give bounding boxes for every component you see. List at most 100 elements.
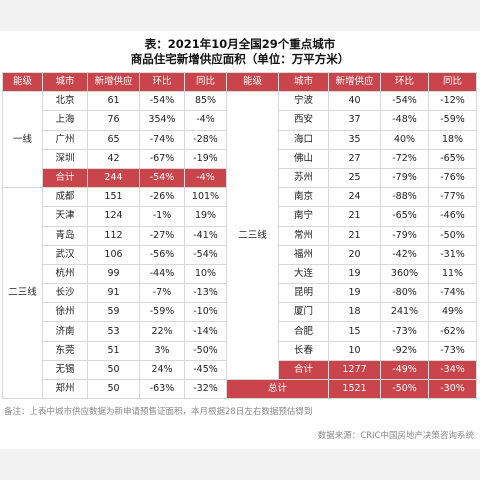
supply-cell: 42 <box>87 148 140 169</box>
yoy-cell: -50% <box>428 225 477 246</box>
mom-cell: -50% <box>380 378 429 400</box>
mom-cell: 40% <box>380 129 429 150</box>
city-cell: 大连 <box>278 263 329 285</box>
mom-cell: -26% <box>139 187 185 208</box>
mom-cell: -65% <box>380 206 429 227</box>
yoy-cell: 19% <box>184 206 227 227</box>
supply-cell: 1521 <box>328 378 381 400</box>
city-cell: 青岛 <box>42 225 88 246</box>
city-cell: 佛山 <box>278 148 329 169</box>
yoy-cell: -13% <box>184 283 227 304</box>
mom-cell: -27% <box>139 225 185 246</box>
supply-cell: 19 <box>328 263 381 285</box>
supply-cell: 151 <box>87 187 140 208</box>
yoy-cell: -77% <box>428 187 477 208</box>
city-cell: 天津 <box>42 206 88 227</box>
yoy-cell: -65% <box>428 148 477 169</box>
yoy-cell: -30% <box>428 378 477 400</box>
mom-cell: 241% <box>380 302 429 323</box>
yoy-cell: -50% <box>184 340 227 361</box>
subtotal-row: 合计 1277 -49% -34% <box>227 359 477 381</box>
city-cell: 苏州 <box>278 167 329 189</box>
supply-cell: 10 <box>328 340 381 361</box>
table-row: 天津 124 -1% 19% <box>3 206 227 227</box>
header-city: 城市 <box>42 71 88 93</box>
table-row: 昆明 19 -80% -74% <box>227 283 477 304</box>
supply-cell: 27 <box>328 148 381 169</box>
city-cell: 深圳 <box>42 148 88 169</box>
city-cell: 合计 <box>42 167 88 189</box>
supply-cell: 25 <box>328 167 381 189</box>
table-row: 南京 24 -88% -77% <box>227 187 477 208</box>
header-mom: 环比 <box>139 71 185 93</box>
data-source: 数据来源：CRIC中国房地产决策咨询系统 <box>317 431 474 441</box>
grand-total-label: 总计 <box>226 378 329 400</box>
supply-cell: 106 <box>87 244 140 265</box>
yoy-cell: -46% <box>428 206 477 227</box>
supply-cell: 1277 <box>328 359 381 381</box>
city-cell: 厦门 <box>278 302 329 323</box>
supply-cell: 124 <box>87 206 140 227</box>
mom-cell: -42% <box>380 244 429 265</box>
mom-cell: -92% <box>380 340 429 361</box>
city-cell: 徐州 <box>42 302 88 323</box>
yoy-cell: 85% <box>184 91 227 112</box>
supply-cell: 50 <box>87 359 140 381</box>
mom-cell: -80% <box>380 283 429 304</box>
mom-cell: -49% <box>380 359 429 381</box>
yoy-cell: -41% <box>184 225 227 246</box>
mom-cell: -74% <box>139 129 185 150</box>
city-cell: 合肥 <box>278 321 329 342</box>
yoy-cell: 10% <box>184 263 227 285</box>
header-yoy: 同比 <box>428 71 477 93</box>
table-row: 海口 35 40% 18% <box>227 129 477 150</box>
table-row: 二三线 宁波 40 -54% -12% <box>226 91 477 380</box>
grand-total-row: 总计 1521 -50% -30% <box>226 378 477 400</box>
mom-cell: -88% <box>380 187 429 208</box>
city-cell: 郑州 <box>42 378 88 400</box>
report-card: 表：2021年10月全国29个重点城市 商品住宅新增供应面积（单位：万平方米） … <box>0 31 480 449</box>
city-cell: 宁波 <box>278 91 329 112</box>
yoy-cell: -4% <box>184 110 227 131</box>
tier-cell: 一线 <box>2 91 43 189</box>
supply-table-right: 能级 城市 新增供应 环比 同比 二三线 宁波 40 -54% -12% 西安 37 -48%… <box>226 71 477 400</box>
table-row: 一线 北京 61 -54% 85% <box>2 91 227 189</box>
city-cell: 武汉 <box>42 244 88 265</box>
table-row: 东莞 51 3% -50% <box>3 340 227 361</box>
yoy-cell: -31% <box>428 244 477 265</box>
supply-cell: 53 <box>87 321 140 342</box>
supply-cell: 19 <box>328 283 381 304</box>
mom-cell: -72% <box>380 148 429 169</box>
supply-cell: 244 <box>87 167 140 189</box>
city-cell: 成都 <box>42 187 88 208</box>
supply-cell: 65 <box>87 129 140 150</box>
table-row: 杭州 99 -44% 10% <box>3 263 227 285</box>
mom-cell: -1% <box>139 206 185 227</box>
table-row: 长春 10 -92% -73% <box>227 340 477 361</box>
supply-cell: 61 <box>87 91 140 112</box>
yoy-cell: 101% <box>184 187 227 208</box>
table-row: 大连 19 360% 11% <box>227 263 477 285</box>
header-yoy: 同比 <box>184 71 227 93</box>
mom-cell: -59% <box>139 302 185 323</box>
total-row: 合计 244 -54% -4% <box>3 167 227 189</box>
yoy-cell: -62% <box>428 321 477 342</box>
supply-cell: 21 <box>328 225 381 246</box>
mom-cell: 3% <box>139 340 185 361</box>
table-row: 郑州 50 -63% -32% <box>3 378 227 400</box>
city-cell: 长沙 <box>42 283 88 304</box>
mom-cell: -67% <box>139 148 185 169</box>
header-row: 能级 城市 新增供应 环比 同比 <box>226 71 477 93</box>
supply-cell: 24 <box>328 187 381 208</box>
mom-cell: 24% <box>139 359 185 381</box>
yoy-cell: -32% <box>184 378 227 400</box>
yoy-cell: -19% <box>184 148 227 169</box>
city-cell: 福州 <box>278 244 329 265</box>
city-cell: 合计 <box>278 359 329 381</box>
yoy-cell: -54% <box>184 244 227 265</box>
supply-cell: 51 <box>87 340 140 361</box>
table-title: 表：2021年10月全国29个重点城市 <box>144 37 336 51</box>
table-row: 上海 76 354% -4% <box>3 110 227 131</box>
supply-cell: 112 <box>87 225 140 246</box>
tier-cell: 二三线 <box>226 91 279 380</box>
